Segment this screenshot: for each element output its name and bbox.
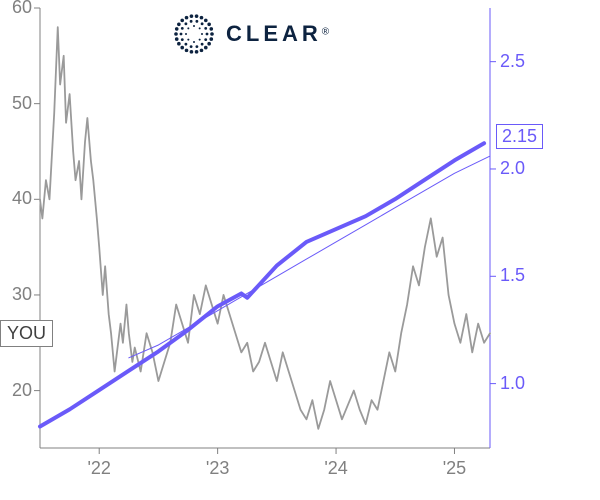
x-tick-label: '24 <box>321 458 351 479</box>
ticker-text: YOU <box>7 323 46 343</box>
left-y-tick-label: 30 <box>12 284 32 305</box>
right-y-tick-label: 1.0 <box>500 373 525 394</box>
registered-mark: ® <box>322 27 329 38</box>
current-value-box: 2.15 <box>496 124 543 149</box>
revenue-price-chart: 2030405060 1.01.52.02.5 '22'23'24'25 Q R… <box>0 0 600 500</box>
company-logo: CLEAR® <box>172 12 329 56</box>
ticker-box: YOU <box>0 320 53 347</box>
x-tick-label: '25 <box>439 458 469 479</box>
left-y-tick-label: 40 <box>12 188 32 209</box>
logo-text: CLEAR <box>226 21 322 46</box>
left-y-tick-label: 20 <box>12 380 32 401</box>
left-y-tick-label: 60 <box>12 0 32 18</box>
x-tick-label: '22 <box>84 458 114 479</box>
right-y-tick-label: 2.5 <box>500 51 525 72</box>
current-value-text: 2.15 <box>502 126 537 146</box>
plot-area <box>40 8 490 448</box>
x-tick-label: '23 <box>203 458 233 479</box>
right-y-tick-label: 1.5 <box>500 265 525 286</box>
left-y-tick-label: 50 <box>12 93 32 114</box>
clear-logo-icon <box>172 12 216 56</box>
plot-svg <box>40 8 490 448</box>
right-y-tick-label: 2.0 <box>500 158 525 179</box>
